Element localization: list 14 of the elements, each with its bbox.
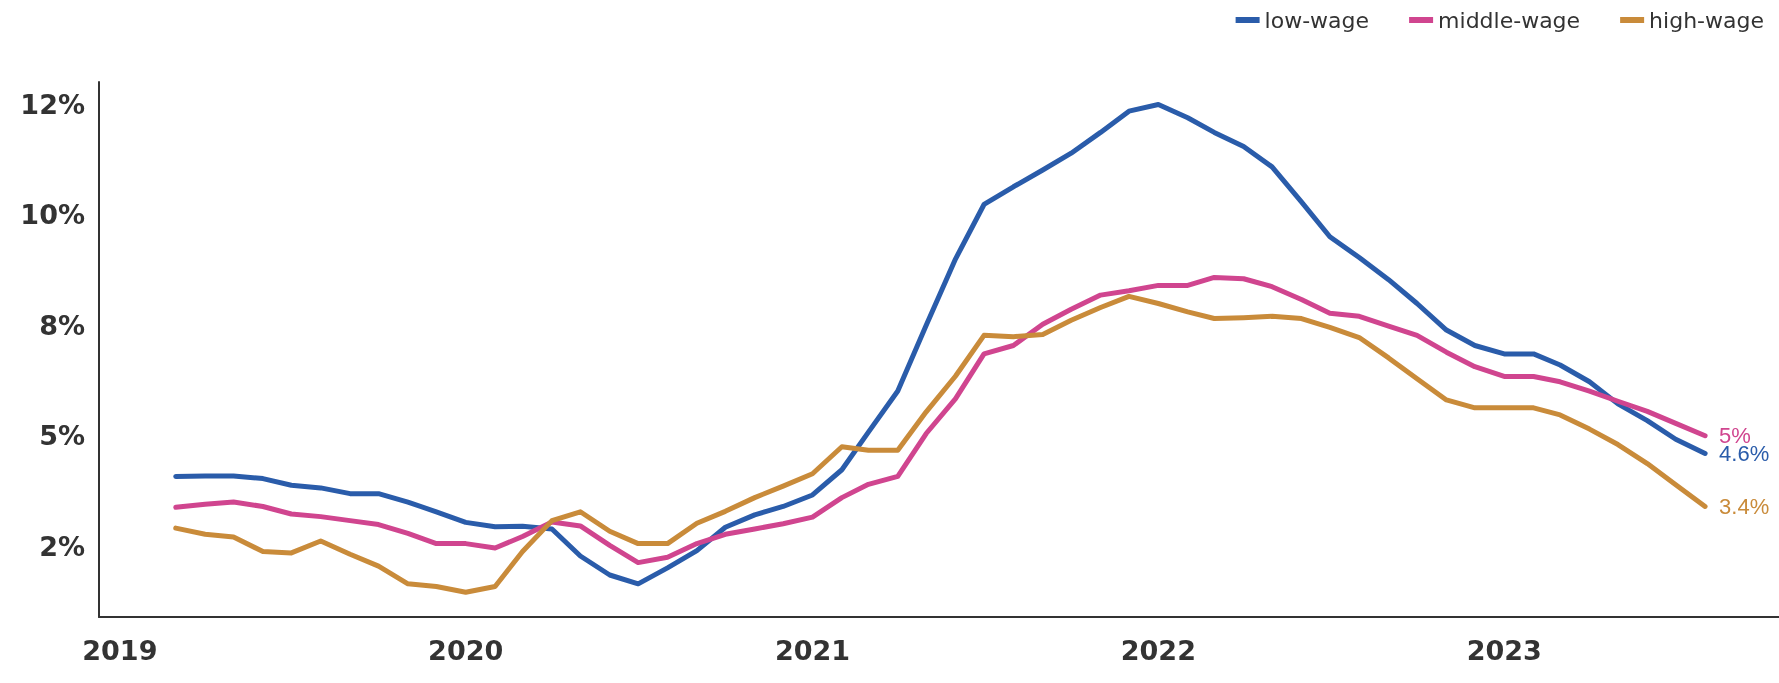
legend-label: middle-wage [1438, 7, 1581, 33]
data-label: 3.4% [1719, 493, 1770, 519]
legend-label: high-wage [1649, 7, 1765, 33]
x-tick-label: 2022 [1120, 635, 1196, 666]
y-tick-label: 8% [39, 309, 85, 341]
x-tick-label: 2020 [428, 635, 504, 666]
legend-label: low-wage [1264, 7, 1370, 33]
x-tick-label: 2021 [774, 635, 851, 666]
y-tick-label: 5% [39, 420, 85, 452]
x-tick-label: 2023 [1466, 635, 1542, 666]
y-tick-label: 10% [20, 199, 85, 231]
y-tick-label: 12% [20, 88, 85, 120]
y-tick-label: 2% [39, 530, 85, 562]
x-tick-label: 2019 [82, 635, 158, 666]
